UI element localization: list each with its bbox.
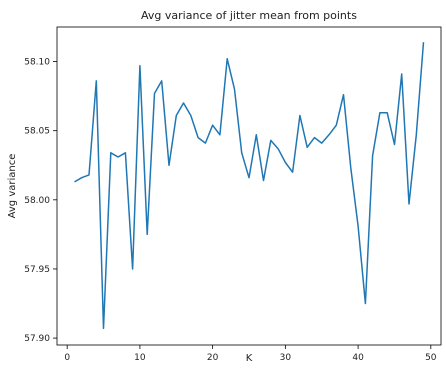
x-tick-label: 50 <box>425 353 437 363</box>
series-group <box>74 42 425 330</box>
y-tick-label: 57.90 <box>24 334 50 344</box>
chart-title: Avg variance of jitter mean from points <box>141 9 357 22</box>
y-tick-label: 57.95 <box>24 265 50 275</box>
y-axis-ticks: 57.90 57.95 58.00 58.05 58.10 <box>24 58 57 344</box>
y-axis-label: Avg variance <box>7 154 18 219</box>
y-tick-label: 58.10 <box>24 58 50 68</box>
x-tick-label: 10 <box>134 353 146 363</box>
plot-area <box>56 26 442 346</box>
x-tick-label: 30 <box>280 353 292 363</box>
x-tick-label: 40 <box>352 353 364 363</box>
series-line <box>74 42 425 330</box>
x-axis-ticks: 0 10 20 30 40 50 <box>64 345 437 363</box>
x-tick-label: 20 <box>207 353 219 363</box>
x-tick-label: 0 <box>64 353 70 363</box>
y-tick-label: 58.05 <box>24 127 50 137</box>
x-axis-label: K <box>246 353 253 364</box>
y-tick-label: 58.00 <box>24 196 50 206</box>
